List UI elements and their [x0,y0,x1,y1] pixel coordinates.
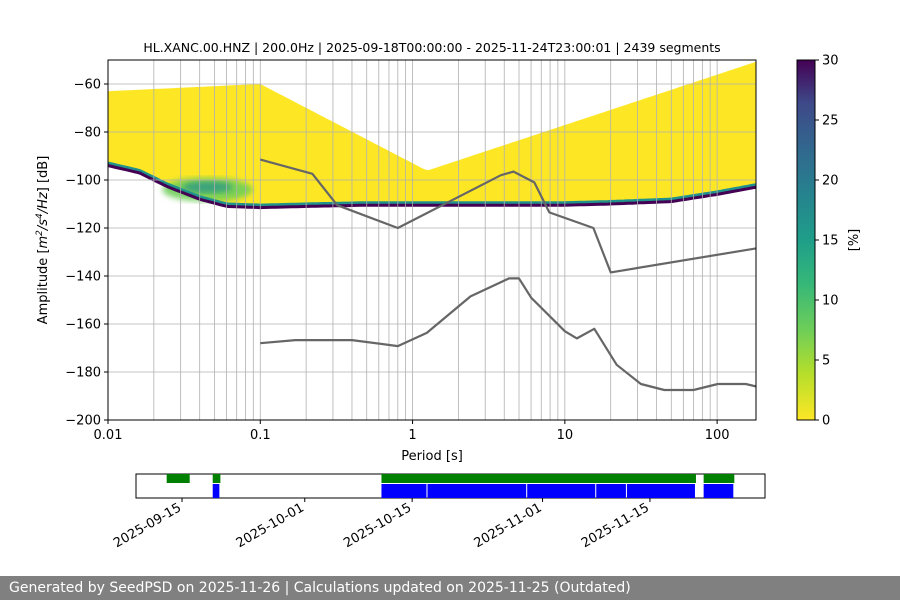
y-tick-label: −100 [65,174,101,189]
density-teal-lobe [182,181,233,194]
chart-title: HL.XANC.00.HNZ | 200.0Hz | 2025-09-18T00… [143,40,720,55]
colorbar-tick-label: 10 [822,294,839,309]
colorbar-tick-label: 25 [822,114,839,129]
timeline-ticks: 2025-09-15 2025-10-01 2025-10-15 2025-11-01… [111,498,652,551]
timeline-blue-segment [596,484,626,498]
timeline-blue-segment [626,484,695,498]
timeline-blue-segment [212,484,220,498]
plot-frame [107,59,757,421]
colorbar-tick-label: 5 [822,354,830,369]
density-peak-ridge [108,164,756,210]
y-tick-label: −80 [74,126,101,141]
timeline-segments [166,474,735,498]
new-high-noise-model-line [260,158,756,274]
timeline-blue-segment [527,484,596,498]
y-axis-label: Amplitude [m2/s4/Hz] [dB] [35,156,51,325]
timeline-green-segment [703,474,735,483]
x-axis-label: Period [s] [401,449,463,464]
density-teal-ridge [108,161,756,208]
colorbar-gradient [796,59,816,421]
timeline-tick-label: 2025-09-15 [111,500,184,551]
timeline-green-segment [212,474,221,483]
colorbar-label: [%] [847,229,862,252]
timeline-blue-segment [703,484,734,498]
timeline-tick-label: 2025-10-01 [234,500,307,551]
colorbar-ticks: 0 5 10 15 20 25 30 [815,54,839,429]
new-low-noise-model-line [260,277,756,392]
data-availability-timeline: 2025-09-15 2025-10-01 2025-10-15 2025-11-01… [111,473,766,551]
psd-figure: HL.XANC.00.HNZ | 200.0Hz | 2025-09-18T00… [35,40,862,551]
y-tick-label: −120 [65,222,101,237]
y-tick-label: −60 [74,78,101,93]
grid-lines [107,60,756,421]
x-tick-label: 0.1 [250,428,271,443]
timeline-tick-label: 2025-11-15 [579,500,652,551]
noise-model-lines [260,158,756,392]
x-tick-label: 0.01 [94,428,123,443]
psd-plot-area: 0.01 0.1 1 10 100 −60 −80 −100 −120 −140 −160 −180 −… [65,59,757,444]
y-tick-label: −200 [65,414,101,429]
y-tick-label: −180 [65,366,101,381]
x-tick-label: 1 [408,428,416,443]
x-tick-label: 100 [705,428,730,443]
y-tick-label: −160 [65,318,101,333]
colorbar: 0 5 10 15 20 25 30 [%] [796,54,862,429]
density-yellow-band [108,61,756,209]
colorbar-tick-label: 30 [822,54,839,69]
timeline-tick-label: 2025-10-15 [341,500,414,551]
psd-density-heatmap [108,61,756,210]
timeline-green-segment [166,474,190,483]
y-tick-label: −140 [65,270,101,285]
timeline-green-segment [381,474,696,483]
colorbar-tick-label: 15 [822,234,839,249]
timeline-blue-segment [381,484,427,498]
colorbar-tick-label: 20 [822,174,839,189]
timeline-tick-label: 2025-11-01 [472,500,545,551]
footer-status: Generated by SeedPSD on 2025-11-26 | Cal… [0,576,900,600]
timeline-blue-segment [427,484,527,498]
colorbar-tick-label: 0 [822,414,830,429]
axis-ticks: 0.01 0.1 1 10 100 −60 −80 −100 −120 −140 −160 −180 −… [65,78,729,444]
x-tick-label: 10 [557,428,574,443]
